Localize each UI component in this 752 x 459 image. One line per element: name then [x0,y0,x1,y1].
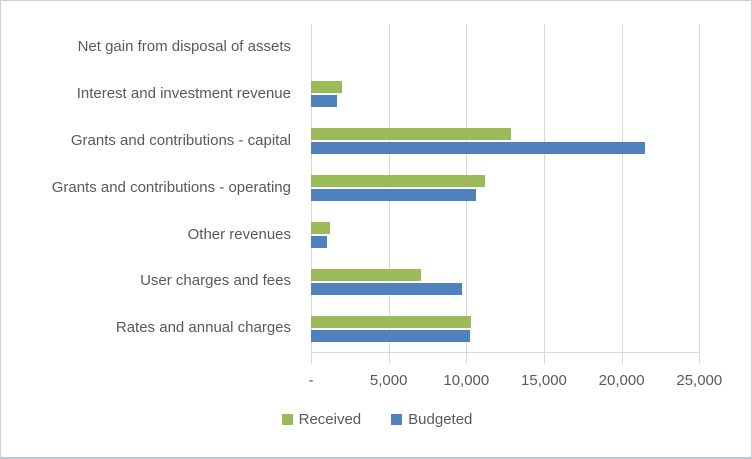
bar-received [311,128,512,141]
axis-tick [311,352,312,364]
axis-tick [388,352,390,364]
x-tick-label: 20,000 [598,372,645,389]
legend: Received Budgeted [1,411,751,428]
category-label: Grants and contributions - capital [70,131,291,149]
legend-swatch-icon [281,414,293,425]
axis-tick [466,352,468,364]
x-tick-label: 15,000 [521,372,567,389]
chart-row: User charges and fees [1,258,751,305]
category-label: User charges and fees [140,272,291,290]
bar-budgeted [311,282,462,295]
axis-tick [621,352,623,364]
category-label: Interest and investment revenue [76,85,291,103]
chart-row: Grants and contributions - operating [1,165,751,212]
bar-budgeted [311,189,476,201]
x-tick-label: 5,000 [369,372,408,389]
bar-received [311,175,485,187]
bar-budgeted [311,142,645,155]
gridline [543,24,545,352]
plot-area: Net gain from disposal of assets Interest… [1,24,751,352]
bar-group [311,128,645,155]
category-label: Grants and contributions - operating [51,178,291,196]
legend-label: Received [298,411,362,428]
bar-group [311,221,330,248]
x-tick-label: - [308,372,314,389]
bar-group [311,315,471,342]
bar-received [311,221,330,234]
chart-row: Rates and annual charges [1,305,751,352]
category-label: Net gain from disposal of assets [77,38,291,56]
bar-budgeted [311,95,338,108]
legend-label: Budgeted [408,411,473,428]
gridline [621,24,623,352]
category-label: Other revenues [187,225,291,243]
x-axis: - 5,000 10,000 15,000 20,000 25,000 [1,372,751,392]
bar-budgeted [311,235,327,248]
chart-row: Grants and contributions - capital [1,118,751,165]
gridline [699,24,701,352]
category-label: Rates and annual charges [115,319,291,337]
bar-group [311,81,343,108]
bar-received [311,315,471,328]
bar-group [311,268,462,295]
legend-item-budgeted: Budgeted [391,411,472,428]
axis-tick [699,352,701,364]
legend-item-received: Received [281,411,362,428]
chart-row: Interest and investment revenue [1,71,751,118]
bar-budgeted [311,329,471,342]
legend-swatch-icon [391,414,403,425]
bar-group [311,175,485,201]
x-axis-line [311,352,700,353]
x-tick-label: 10,000 [443,372,490,389]
axis-tick [543,352,545,364]
x-tick-label: 25,000 [676,372,723,389]
bar-group [311,34,321,60]
chart-row: Other revenues [1,211,751,258]
gridline [466,24,468,352]
bar-received [311,81,343,94]
gridline [388,24,390,352]
bar-received [311,268,422,281]
gridline [311,24,312,352]
chart-row: Net gain from disposal of assets [1,24,751,71]
